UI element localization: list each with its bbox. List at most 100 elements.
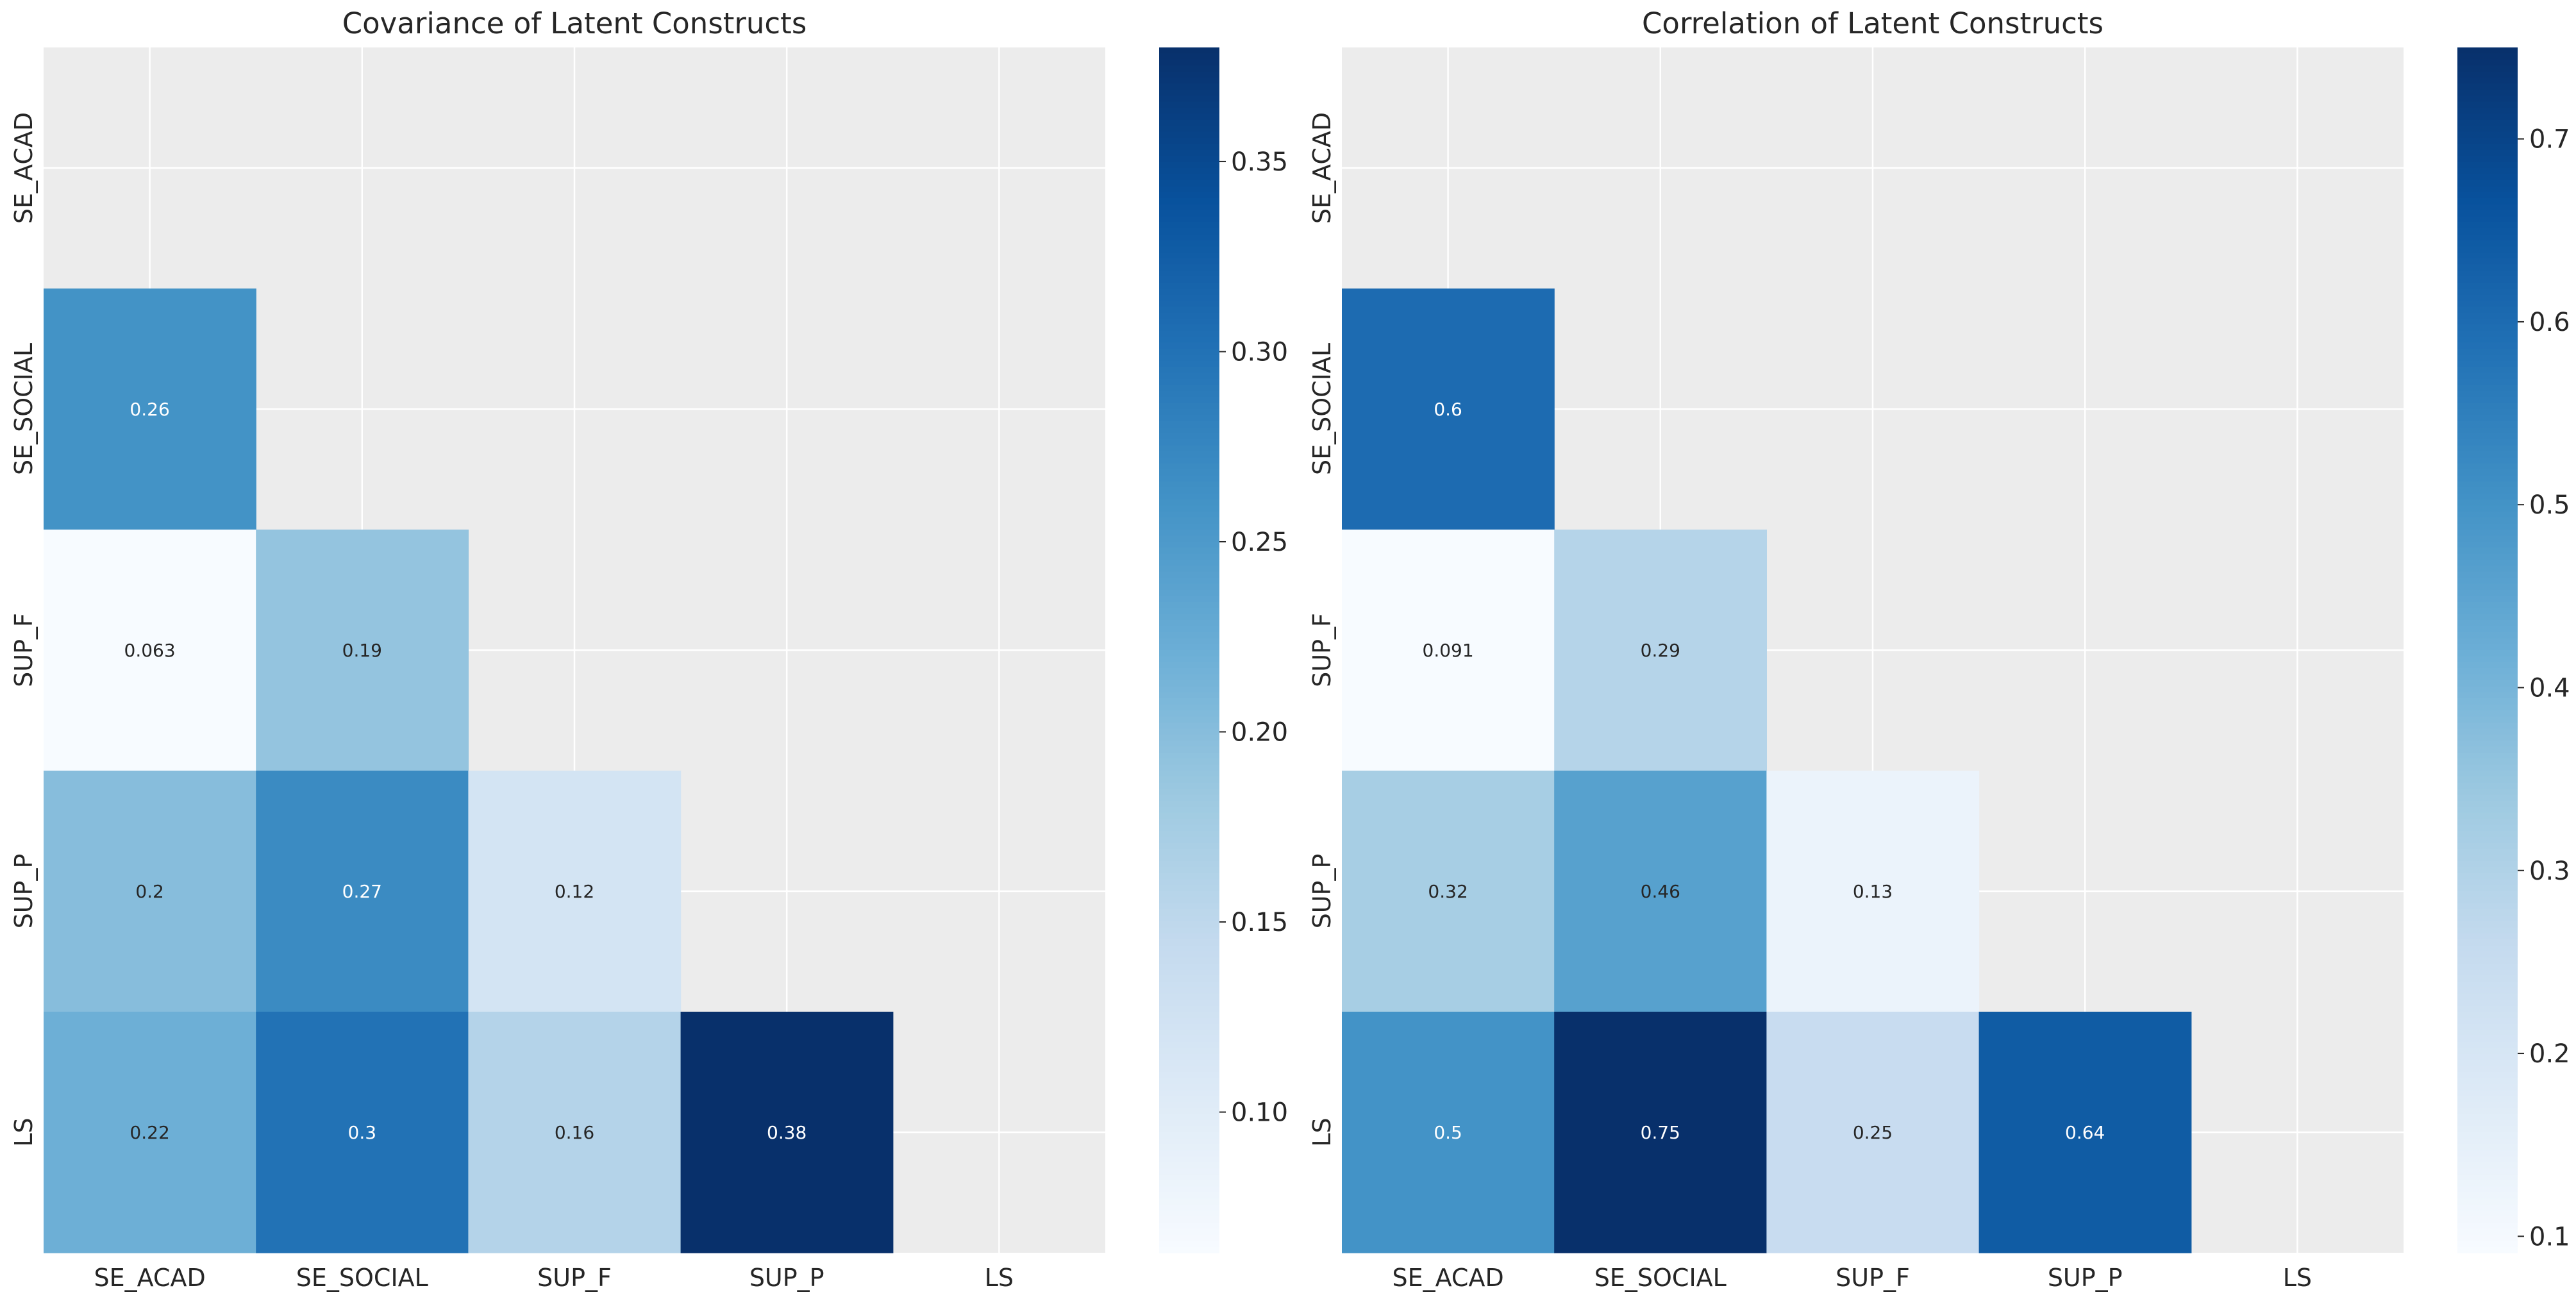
colorbar-segment — [2457, 1180, 2518, 1187]
heatmap-cell-LS-SE_SOCIAL — [256, 1012, 469, 1253]
colorbar-segment — [1159, 1210, 1219, 1218]
colorbar-segment — [2457, 1138, 2518, 1145]
colorbar-segment — [1159, 360, 1219, 367]
colorbar-segment — [1159, 638, 1219, 645]
colorbar-segment — [2457, 982, 2518, 989]
colorbar-segment — [1159, 548, 1219, 555]
colorbar-segment — [2457, 192, 2518, 199]
colorbar-segment — [1159, 427, 1219, 434]
colorbar-segment — [1159, 1120, 1219, 1127]
colorbar-segment — [1159, 252, 1219, 259]
x-tick-label: SE_ACAD — [1392, 1264, 1503, 1292]
colorbar-segment — [1159, 596, 1219, 603]
colorbar-segment — [2457, 1186, 2518, 1193]
chart-title: Correlation of Latent Constructs — [1642, 6, 2103, 40]
colorbar-segment — [1159, 1228, 1219, 1235]
colorbar-segment — [2457, 78, 2518, 85]
colorbar-segment — [1159, 807, 1219, 814]
cell-value-label: 0.3 — [348, 1122, 377, 1143]
colorbar-tick-label: 0.10 — [1231, 1098, 1288, 1128]
colorbar-segment — [1159, 1186, 1219, 1193]
colorbar-segment — [1159, 1096, 1219, 1103]
colorbar-segment — [2457, 578, 2518, 585]
colorbar-segment — [1159, 324, 1219, 331]
colorbar-segment — [1159, 445, 1219, 452]
colorbar-segment — [2457, 493, 2518, 500]
colorbar-segment — [2457, 222, 2518, 229]
colorbar-segment — [1159, 463, 1219, 470]
colorbar-segment — [1159, 752, 1219, 759]
colorbar-segment — [1159, 168, 1219, 175]
colorbar-segment — [2457, 758, 2518, 766]
colorbar-segment — [1159, 1084, 1219, 1091]
colorbar-segment — [2457, 541, 2518, 548]
colorbar-segment — [1159, 270, 1219, 277]
colorbar-segment — [2457, 198, 2518, 205]
colorbar-segment — [1159, 433, 1219, 440]
colorbar-segment — [1159, 204, 1219, 211]
colorbar-segment — [1159, 1114, 1219, 1121]
colorbar-segment — [2457, 53, 2518, 60]
colorbar-segment — [2457, 1162, 2518, 1169]
colorbar-segment — [2457, 505, 2518, 512]
colorbar-segment — [2457, 837, 2518, 844]
colorbar-segment — [1159, 162, 1219, 169]
colorbar-segment — [1159, 1246, 1219, 1253]
colorbar-segment — [2457, 686, 2518, 693]
heatmap-cell-LS-SE_SOCIAL — [1554, 1012, 1767, 1253]
x-tick-label: SE_SOCIAL — [296, 1264, 428, 1292]
colorbar-segment — [2457, 831, 2518, 838]
colorbar-segment — [1159, 222, 1219, 229]
colorbar-segment — [1159, 590, 1219, 597]
colorbar-segment — [1159, 927, 1219, 934]
colorbar-segment — [2457, 741, 2518, 748]
colorbar-segment — [1159, 108, 1219, 115]
x-tick-label: SUP_P — [749, 1264, 824, 1292]
colorbar-segment — [2457, 300, 2518, 307]
colorbar-segment — [1159, 632, 1219, 639]
colorbar-segment — [2457, 1223, 2518, 1230]
colorbar-segment — [1159, 982, 1219, 989]
colorbar-segment — [1159, 258, 1219, 265]
colorbar-segment — [2457, 1066, 2518, 1073]
heatmap-cell-SE_SOCIAL-SE_ACAD — [1342, 289, 1555, 530]
colorbar-segment — [1159, 1108, 1219, 1115]
colorbar-segment — [1159, 390, 1219, 397]
y-tick-label: LS — [10, 1117, 38, 1146]
colorbar-segment — [1159, 553, 1219, 560]
colorbar-segment — [2457, 306, 2518, 314]
colorbar-segment — [1159, 487, 1219, 494]
colorbar-tick-label: 0.30 — [1231, 337, 1288, 367]
colorbar-segment — [2457, 113, 2518, 121]
colorbar-segment — [1159, 1144, 1219, 1151]
colorbar-segment — [1159, 1168, 1219, 1175]
colorbar-segment — [2457, 842, 2518, 849]
colorbar-segment — [2457, 240, 2518, 247]
heatmap-cell-LS-SUP_P — [1978, 1012, 2192, 1253]
colorbar-segment — [2457, 764, 2518, 771]
colorbar-segment — [2457, 234, 2518, 241]
colorbar-segment — [1159, 957, 1219, 964]
colorbar-segment — [1159, 1030, 1219, 1037]
colorbar-segment — [2457, 258, 2518, 265]
colorbar-segment — [1159, 493, 1219, 500]
colorbar-segment — [2457, 957, 2518, 964]
colorbar-segment — [1159, 1216, 1219, 1223]
colorbar-segment — [1159, 987, 1219, 994]
colorbar-segment — [2457, 1060, 2518, 1067]
colorbar-segment — [1159, 511, 1219, 518]
colorbar-segment — [2457, 372, 2518, 380]
colorbar-segment — [1159, 1132, 1219, 1139]
colorbar-segment — [2457, 656, 2518, 663]
colorbar-segment — [2457, 403, 2518, 410]
heatmap-cell-SUP_P-SUP_F — [1766, 771, 1980, 1012]
colorbar-segment — [2457, 710, 2518, 717]
y-tick-label: SUP_P — [10, 854, 38, 929]
colorbar-segment — [1159, 294, 1219, 301]
colorbar-segment — [2457, 939, 2518, 946]
colorbar-segment — [2457, 119, 2518, 126]
colorbar-segment — [2457, 390, 2518, 397]
colorbar-segment — [1159, 879, 1219, 886]
colorbar-segment — [1159, 608, 1219, 615]
colorbar-segment — [1159, 439, 1219, 446]
